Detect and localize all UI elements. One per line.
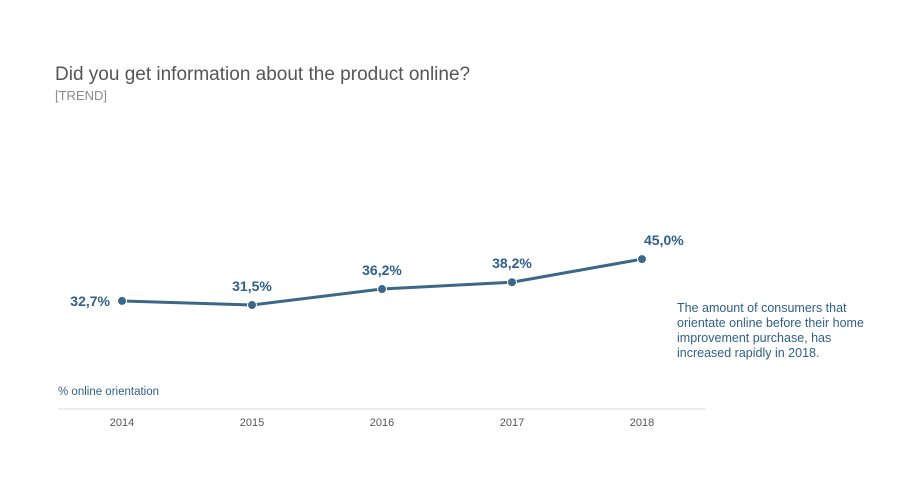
x-tick-label: 2016 — [370, 417, 394, 429]
data-label: 45,0% — [644, 232, 684, 248]
x-tick-label: 2017 — [500, 417, 524, 429]
x-tick-label: 2015 — [240, 417, 264, 429]
chart-subtitle: [TREND] — [55, 88, 107, 103]
data-label: 31,5% — [232, 278, 272, 294]
data-labels: 32,7% 31,5% 36,2% 38,2% 45,0% — [70, 232, 684, 309]
x-tick-label: 2014 — [110, 417, 134, 429]
data-point — [637, 254, 647, 265]
y-axis-label: % online orientation — [58, 386, 160, 398]
data-point — [377, 284, 387, 295]
chart-title: Did you get information about the produc… — [55, 64, 471, 85]
x-axis-ticks: 2014 2015 2016 2017 2018 — [110, 417, 654, 429]
x-tick-label: 2018 — [630, 417, 654, 429]
data-label: 36,2% — [362, 262, 402, 278]
data-label: 38,2% — [492, 255, 532, 271]
chart-annotation: The amount of consumers that orientate o… — [677, 301, 864, 360]
data-point — [247, 300, 257, 310]
data-label: 32,7% — [70, 293, 110, 309]
data-point — [117, 295, 127, 306]
data-points — [117, 254, 647, 310]
data-point — [507, 277, 517, 288]
